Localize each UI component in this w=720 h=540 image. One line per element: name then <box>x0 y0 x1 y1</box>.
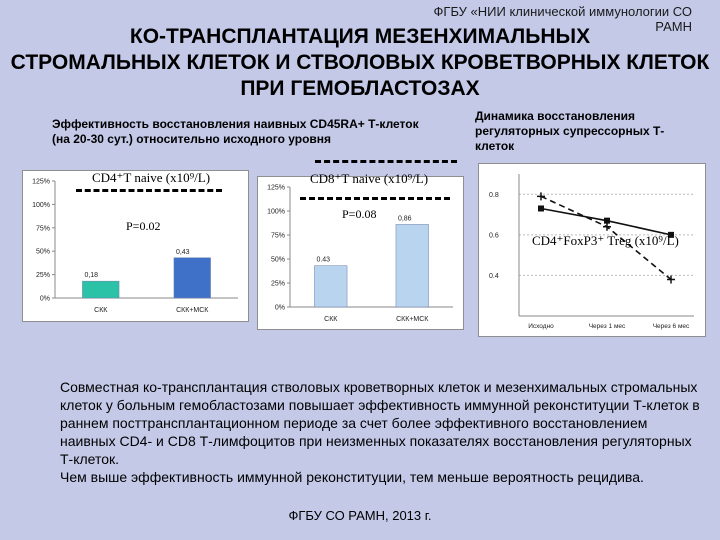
bar <box>173 257 211 299</box>
x-tick-label: СКК+МСК <box>396 316 429 323</box>
y-tick-label: 125% <box>267 185 285 192</box>
bar <box>314 265 348 308</box>
treg-chart: 0.4 0.6 0.8 Исходно Через 1 мес Через 6 мес <box>478 163 706 337</box>
x-tick-label: Через 1 мес <box>589 323 626 330</box>
series-point <box>668 231 674 238</box>
title-line-1: КО-ТРАНСПЛАНТАЦИЯ МЕЗЕНХИМАЛЬНЫХ <box>129 25 591 48</box>
cd8-naive-chart: 0% 25% 50% 75% 100% 125% 0.43 СКК 0,86 СКК+МСК <box>257 176 464 330</box>
conclusion-paragraph: Совместная ко-трансплантация стволовых к… <box>60 379 700 467</box>
x-tick-label: Исходно <box>528 323 554 330</box>
cd8-naive-label-underline <box>300 197 450 200</box>
bar-value-label: 0,18 <box>84 272 98 279</box>
cd4-naive-label-underline <box>76 189 222 192</box>
x-tick-label: СКК+МСК <box>176 307 209 314</box>
title-line-3: ПРИ ГЕМОБЛАСТОЗАХ <box>240 77 480 100</box>
y-tick-label: 100% <box>32 202 50 209</box>
series-point <box>604 217 610 224</box>
treg-label: CD4⁺FoxP3⁺ Treg (x10⁹/L) <box>532 233 679 248</box>
y-tick-label: 125% <box>32 179 50 186</box>
conclusion-line: Чем выше эффективность иммунной реконсти… <box>60 469 644 485</box>
treg-chart-svg: 0.4 0.6 0.8 Исходно Через 1 мес Через 6 мес <box>489 174 694 330</box>
cd8-pvalue: P=0.08 <box>342 207 377 221</box>
y-tick-label: 25% <box>271 281 285 288</box>
y-tick-label: 50% <box>36 249 50 256</box>
y-tick-label: 0.4 <box>489 273 499 280</box>
organization-name: ФГБУ «НИИ клинической иммунологии СО РАМ… <box>433 4 692 34</box>
cd4-pvalue: P=0.02 <box>126 219 161 233</box>
bar-value-label: 0,43 <box>176 249 190 256</box>
x-tick-label: СКК <box>94 307 108 314</box>
bar-value-label: 0,86 <box>398 215 412 222</box>
y-tick-label: 75% <box>271 233 285 240</box>
conclusion-text: Совместная ко-трансплантация стволовых к… <box>60 378 700 486</box>
x-tick-label: Через 6 мес <box>653 323 690 330</box>
cd4-naive-label: CD4⁺T naive (x10⁹/L) <box>92 170 211 185</box>
left-chart-subtitle: Эффективность восстановления наивных CD4… <box>52 117 419 146</box>
y-tick-label: 0.8 <box>489 192 499 199</box>
y-tick-label: 100% <box>267 209 285 216</box>
cd4-naive-chart: 0% 25% 50% 75% 100% 125% 0,18 СКК 0,43 СКК+МСК <box>22 170 249 322</box>
cd4-naive-chart-svg: 0% 25% 50% 75% 100% 125% 0,18 СКК 0,43 СКК+МСК <box>32 179 238 314</box>
cd8-naive-label: CD8⁺T naive (x10⁹/L) <box>310 171 429 186</box>
y-tick-label: 0% <box>40 296 50 303</box>
y-tick-label: 25% <box>36 272 50 279</box>
bar <box>395 224 429 308</box>
bar <box>82 280 120 299</box>
title-line-2: СТРОМАЛЬНЫХ КЛЕТОК И СТВОЛОВЫХ КРОВЕТВОР… <box>10 51 710 74</box>
series-point <box>667 275 675 284</box>
cd8-naive-label-overline <box>315 160 457 163</box>
x-tick-label: СКК <box>324 316 338 323</box>
cd8-naive-chart-svg: 0% 25% 50% 75% 100% 125% 0.43 СКК 0,86 СКК+МСК <box>267 185 453 323</box>
series-point <box>603 222 611 231</box>
slide-title: КО-ТРАНСПЛАНТАЦИЯ МЕЗЕНХИМАЛЬНЫХ СТРОМАЛ… <box>0 24 720 102</box>
series-point <box>538 205 544 212</box>
y-tick-label: 50% <box>271 257 285 264</box>
series-point <box>537 192 545 201</box>
y-tick-label: 75% <box>36 225 50 232</box>
bar-value-label: 0.43 <box>316 257 330 264</box>
y-tick-label: 0.6 <box>489 232 499 239</box>
right-chart-subtitle: Динамика восстановления регуляторных суп… <box>475 109 665 153</box>
footer: ФГБУ СО РАМН, 2013 г. <box>288 508 432 523</box>
y-tick-label: 0% <box>275 305 285 312</box>
